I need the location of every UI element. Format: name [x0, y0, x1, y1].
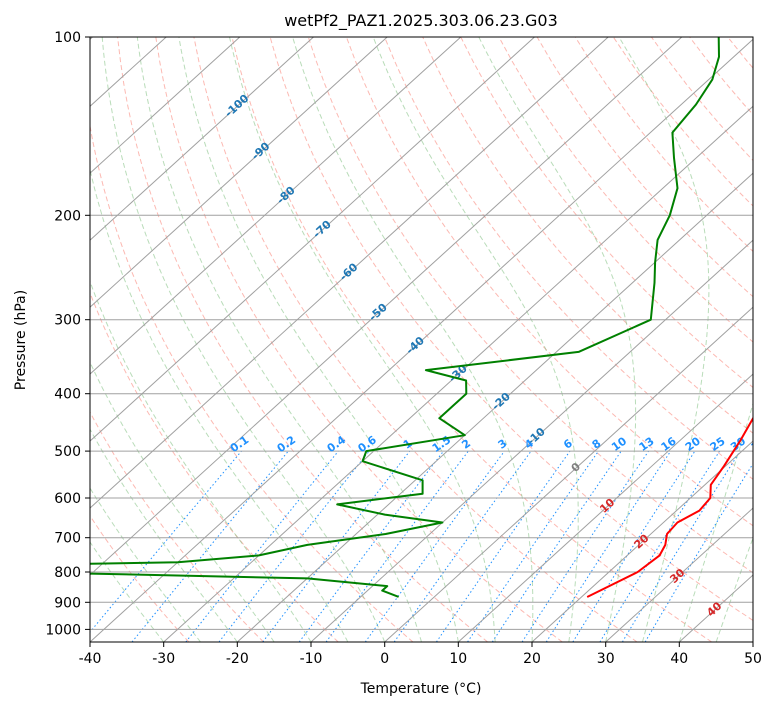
profile-lines — [90, 37, 753, 598]
mixing-ratio-line — [131, 450, 289, 642]
isotherm-line — [163, 105, 753, 642]
temperature-line — [586, 416, 753, 598]
isotherm-line — [531, 440, 753, 642]
y-tick-label: 1000 — [45, 622, 81, 638]
x-tick-label: -40 — [79, 651, 102, 667]
y-tick-label: 600 — [54, 491, 81, 507]
x-tick-label: 30 — [597, 651, 615, 667]
mixing-ratio-label: 36 — [749, 434, 769, 454]
y-tick-label: 200 — [54, 208, 81, 224]
dry-adiabat — [307, 37, 753, 574]
mixing-ratio-line — [364, 450, 505, 642]
plot-frame — [89, 36, 754, 643]
dry-adiabat — [345, 37, 753, 527]
x-tick-label: 20 — [523, 651, 541, 667]
mixing-ratio-line — [621, 450, 741, 642]
isotherm-line — [90, 37, 314, 241]
isotherm-line — [90, 37, 241, 174]
dry-adiabat — [155, 37, 563, 642]
chart-title: wetPf2_PAZ1.2025.303.06.23.G03 — [284, 11, 558, 31]
x-tick-label: -30 — [152, 651, 175, 667]
dry-adiabat — [90, 411, 264, 642]
x-tick-label: 0 — [380, 651, 389, 667]
isotherm-line — [90, 37, 683, 576]
mixing-ratio-line — [435, 450, 571, 642]
moist-adiabat — [478, 37, 637, 642]
moist-adiabat — [372, 37, 579, 642]
isotherm-line — [90, 37, 462, 375]
plot-area: -100-90-80-70-60-50-40-30-20-10010203040… — [90, 37, 769, 642]
isotherm-line — [605, 507, 753, 642]
mixing-ratio-line — [325, 450, 469, 642]
pressure-gridlines — [90, 37, 753, 630]
moist-adiabat — [136, 37, 422, 642]
isotherm-line — [384, 306, 753, 642]
mixing-ratio-line — [521, 450, 650, 642]
x-tick-label: 50 — [744, 651, 762, 667]
moist-adiabat — [292, 37, 534, 642]
x-tick-label: -10 — [300, 651, 323, 667]
y-tick-label: 300 — [54, 313, 81, 329]
y-tick-label: 700 — [54, 531, 81, 547]
dry-adiabat — [536, 37, 753, 298]
moist-adiabat — [618, 37, 710, 642]
dry-adiabat — [231, 37, 712, 642]
y-tick-label: 500 — [54, 444, 81, 460]
dry-adiabat — [498, 37, 753, 343]
mixing-ratio-line — [644, 462, 753, 642]
x-axis-ticks: -40 -30 -20 -10 0 10 20 30 40 50 — [79, 642, 762, 667]
y-tick-label: 400 — [54, 387, 81, 403]
isotherm-line — [90, 37, 609, 509]
dewpoint-line — [90, 37, 720, 598]
y-axis-label: Pressure (hPa) — [13, 290, 29, 390]
moist-adiabats — [90, 37, 753, 642]
dry-adiabat — [117, 37, 488, 642]
dry-adiabat — [422, 37, 753, 434]
x-tick-label: -20 — [226, 651, 249, 667]
moist-adiabat — [90, 428, 238, 642]
skewed-isotherms — [90, 37, 753, 642]
y-axis-ticks: 100 200 300 400 500 600 700 800 900 1000 — [45, 30, 90, 638]
mixing-ratio-line — [491, 450, 622, 642]
mixing-ratio-line — [90, 450, 242, 633]
mixing-ratio-line — [185, 450, 339, 642]
moist-adiabat — [678, 402, 753, 642]
moist-adiabat — [229, 37, 496, 642]
dry-adiabat — [193, 37, 638, 642]
isotherm-line — [236, 172, 753, 642]
moist-adiabat — [90, 167, 349, 642]
x-tick-label: 10 — [449, 651, 467, 667]
isotherm-line — [90, 37, 388, 308]
mixing-ratio-line — [467, 450, 599, 642]
isotherm-line — [457, 373, 753, 642]
x-axis-label: Temperature (°C) — [360, 681, 482, 697]
isotherm-line — [90, 37, 535, 442]
dry-adiabat — [269, 37, 753, 622]
y-tick-label: 100 — [54, 30, 81, 46]
isotherm-line — [90, 38, 753, 642]
mixing-ratio-line — [545, 450, 672, 642]
moist-adiabat — [715, 536, 753, 642]
mixing-ratio-line — [572, 450, 696, 642]
moist-adiabat — [90, 361, 275, 642]
isotherm-line — [310, 239, 753, 642]
y-tick-label: 800 — [54, 565, 81, 581]
y-tick-label: 900 — [54, 595, 81, 611]
x-tick-label: 40 — [670, 651, 688, 667]
